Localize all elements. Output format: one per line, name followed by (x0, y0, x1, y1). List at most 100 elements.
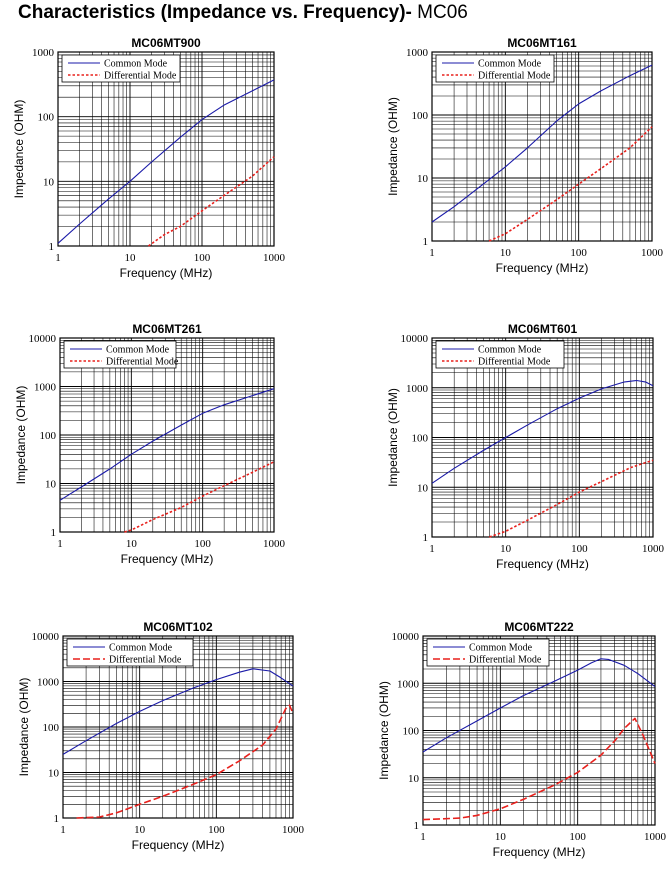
series-line-differential-mode (147, 156, 275, 247)
y-axis-label: Impedance (OHM) (17, 678, 31, 777)
legend-label: Differential Mode (104, 71, 177, 82)
chart-grid (431, 338, 653, 538)
series-line-common-mode (431, 379, 654, 484)
legend-label: Common Mode (478, 59, 542, 70)
y-tick-label: 1 (49, 241, 55, 253)
y-tick-label: 1 (423, 532, 429, 544)
legend-label: Differential Mode (469, 655, 542, 666)
plot-frame (431, 337, 654, 538)
y-tick-label: 10 (417, 173, 429, 185)
y-tick-label: 10 (43, 176, 55, 188)
plot-frame (57, 51, 275, 247)
y-tick-label: 10 (417, 482, 429, 494)
series-line-differential-mode (489, 459, 654, 538)
x-tick-label: 1000 (263, 252, 286, 264)
x-tick-label: 1 (420, 831, 426, 843)
y-tick-label: 1000 (32, 47, 55, 59)
y-tick-label: 100 (403, 726, 420, 738)
x-axis-label: Frequency (MHz) (120, 266, 213, 280)
series-line-common-mode (59, 388, 275, 501)
x-tick-label: 10 (126, 538, 138, 550)
page-title-model: MC06 (417, 2, 468, 23)
legend-box (61, 54, 181, 83)
chart-grid (59, 338, 274, 533)
chart-title: MC06MT900 (131, 36, 201, 50)
plot-frame (431, 51, 653, 242)
y-tick-label: 100 (43, 722, 60, 734)
y-tick-label: 100 (412, 110, 429, 122)
y-tick-label: 10000 (392, 631, 420, 643)
chart-title: MC06MT161 (507, 36, 577, 50)
y-axis-label: Impedance (OHM) (12, 100, 26, 199)
y-tick-label: 1 (414, 820, 420, 832)
x-tick-label: 1 (429, 543, 435, 555)
y-tick-label: 10 (408, 773, 420, 785)
x-tick-label: 100 (194, 538, 211, 550)
legend-box (435, 54, 555, 83)
plot-frame (62, 635, 294, 819)
series-line-differential-mode (422, 717, 656, 821)
legend-label: Common Mode (106, 345, 170, 356)
legend-label: Common Mode (478, 345, 542, 356)
chart-title: MC06MT601 (508, 322, 578, 336)
plot-frame (422, 635, 656, 826)
x-tick-label: 100 (570, 247, 587, 259)
series-line-common-mode (431, 64, 653, 223)
y-tick-label: 1000 (406, 47, 429, 59)
y-axis-label: Impedance (OHM) (14, 386, 28, 485)
y-tick-label: 1000 (34, 382, 57, 394)
legend-label: Common Mode (469, 643, 533, 654)
x-tick-label: 1000 (641, 247, 664, 259)
legend-box (66, 638, 194, 667)
x-tick-label: 100 (569, 831, 586, 843)
y-tick-label: 1 (54, 813, 60, 825)
x-axis-label: Frequency (MHz) (496, 557, 589, 571)
legend-label: Differential Mode (109, 655, 182, 666)
x-tick-label: 100 (571, 543, 588, 555)
y-axis-label: Impedance (OHM) (386, 388, 400, 487)
x-tick-label: 1 (60, 824, 66, 836)
x-tick-label: 100 (208, 824, 225, 836)
page-title: Characteristics (Impedance vs. Frequency… (18, 2, 468, 24)
plot-frame (59, 337, 275, 533)
y-tick-label: 1000 (37, 677, 60, 689)
x-tick-label: 1000 (644, 831, 667, 843)
series-line-common-mode (57, 79, 275, 244)
y-tick-label: 10 (45, 479, 57, 491)
y-tick-label: 10000 (401, 333, 429, 345)
x-tick-label: 10 (500, 247, 512, 259)
series-line-differential-mode (488, 126, 653, 242)
x-tick-label: 1000 (642, 543, 665, 555)
series-line-differential-mode (124, 461, 275, 533)
x-tick-label: 10 (134, 824, 146, 836)
y-tick-label: 1 (51, 527, 57, 539)
legend-box (426, 638, 550, 667)
y-tick-label: 1000 (397, 678, 420, 690)
x-tick-label: 1000 (263, 538, 286, 550)
chart-title: MC06MT102 (143, 620, 213, 634)
y-tick-label: 10000 (32, 631, 60, 643)
chart-title: MC06MT222 (504, 620, 574, 634)
chart-title: MC06MT261 (132, 322, 202, 336)
y-tick-label: 10000 (29, 333, 57, 345)
legend-box (435, 340, 565, 369)
y-tick-label: 100 (38, 112, 55, 124)
series-line-differential-mode (76, 704, 294, 819)
series-line-common-mode (422, 658, 656, 753)
x-axis-label: Frequency (MHz) (121, 552, 214, 566)
series-line-common-mode (62, 668, 294, 755)
legend-label: Differential Mode (478, 357, 551, 368)
x-tick-label: 10 (500, 543, 512, 555)
page-title-main: Characteristics (Impedance vs. Frequency… (18, 2, 418, 23)
y-tick-label: 100 (40, 430, 57, 442)
